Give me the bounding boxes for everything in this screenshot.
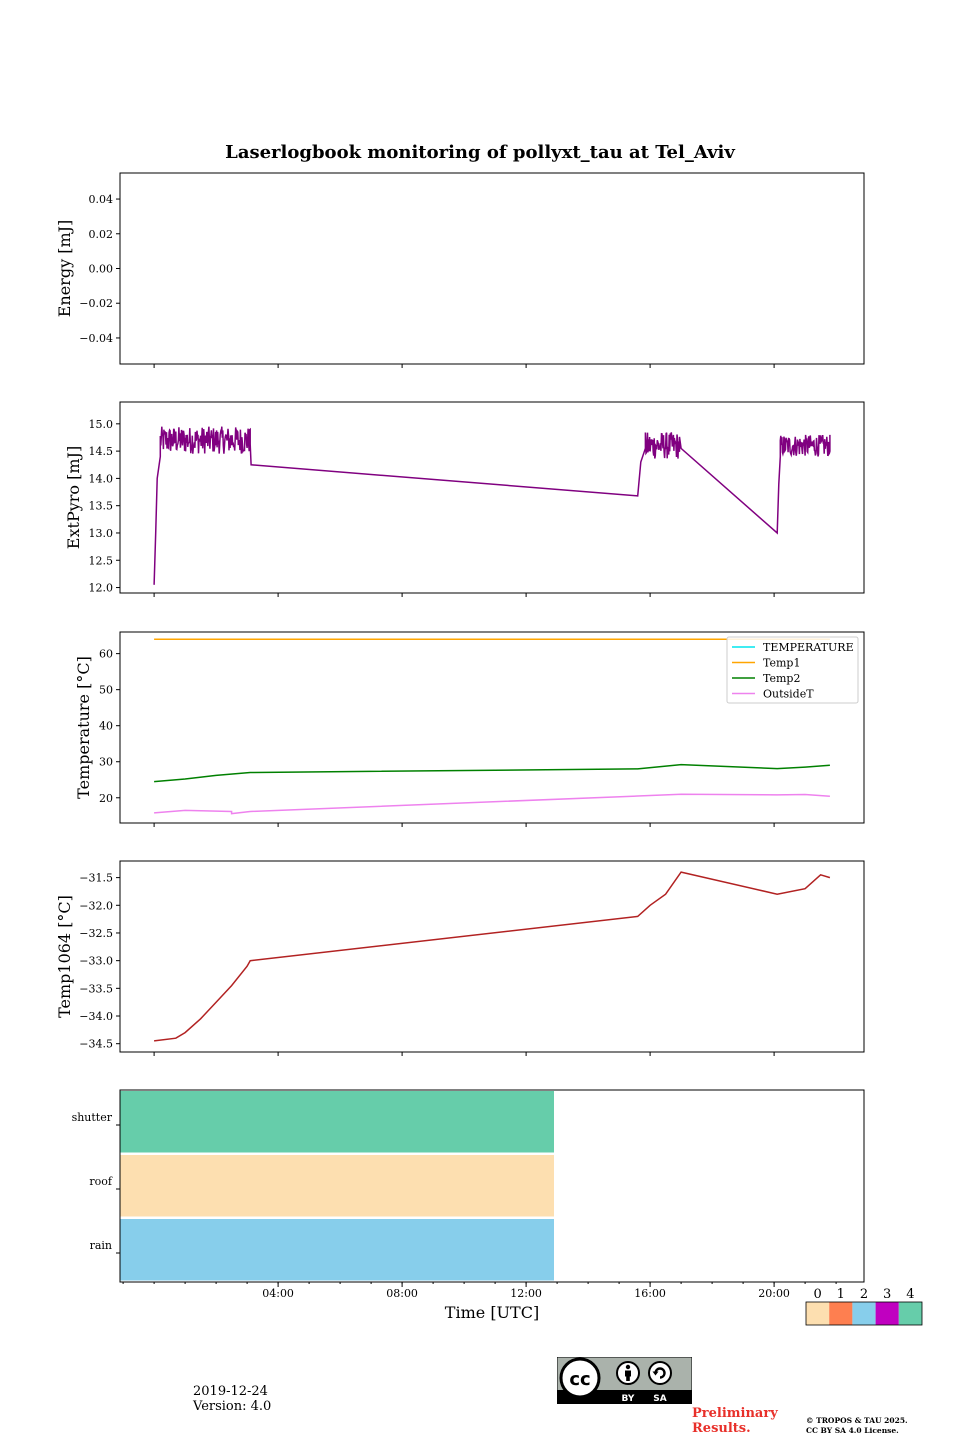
colorbar-swatch-4 (898, 1302, 922, 1325)
ytick-label: −34.5 (79, 1038, 113, 1051)
ytick-label: −33.5 (79, 982, 113, 995)
ytick-label: 12.0 (89, 582, 114, 595)
ytick-label: 0.04 (89, 193, 114, 206)
xtick-label: 16:00 (634, 1287, 666, 1300)
ytick-label: −34.0 (79, 1010, 113, 1023)
ytick-label: 60 (99, 648, 113, 661)
legend-label: Temp1 (763, 657, 800, 670)
ytick-label: 14.5 (89, 445, 114, 458)
panel-4: −34.5 −34.0 −33.5 −33.0 −32.5 −32.0 −31.5 Temp1… (55, 860, 865, 1056)
y-axis-label: Energy [mJ] (55, 220, 74, 318)
series-line-1 (153, 426, 831, 585)
figure-title: Laserlogbook monitoring of pollyxt_tau a… (225, 142, 735, 163)
legend-label: TEMPERATURE (763, 641, 854, 654)
by-person-icon (616, 1361, 640, 1385)
legend-label: Temp2 (763, 672, 800, 685)
ytick-label: 0.02 (89, 228, 114, 241)
ytick-label: −0.02 (79, 297, 113, 310)
sa-label: SA (653, 1394, 666, 1404)
ytick-label: 12.5 (89, 554, 114, 567)
copyright-line-2: CC BY SA 4.0 License. (806, 1426, 899, 1435)
ytick-label: 20 (99, 792, 113, 805)
legend: TEMPERATURE Temp1 Temp2 OutsideT (726, 636, 859, 704)
series-line-temp2 (154, 763, 830, 783)
legend-box (726, 636, 859, 704)
ytick-label: 13.5 (89, 500, 114, 513)
row-label-shutter: shutter (72, 1111, 113, 1124)
x-axis-label: Time [UTC] (445, 1303, 539, 1322)
ytick-label: −31.5 (79, 872, 113, 885)
svg-text:cc: cc (569, 1369, 590, 1390)
ytick-label: −32.5 (79, 927, 113, 940)
preliminary-line-2: Results. (692, 1421, 751, 1436)
preliminary-line-1: Preliminary (692, 1406, 778, 1421)
panel-1: 0.04 0.02 0.00 −0.02 −0.04 Energy [mJ] (55, 172, 865, 368)
status-cell-rain (120, 1219, 554, 1281)
cc-icon: cc (559, 1357, 601, 1399)
row-label-roof: roof (89, 1175, 113, 1188)
copyright-line-1: © TROPOS & TAU 2025. (806, 1416, 908, 1425)
ytick-label: 40 (99, 720, 113, 733)
colorbar-label-3: 3 (883, 1287, 891, 1302)
series-line-1 (154, 871, 831, 1042)
y-axis-label: Temperature [°C] (74, 656, 93, 799)
by-label: BY (622, 1394, 635, 1404)
colorbar-swatch-1 (829, 1302, 853, 1325)
preliminary-results-note: Preliminary Results. (692, 1406, 778, 1436)
colorbar-swatch-3 (875, 1302, 899, 1325)
colorbar-label-4: 4 (906, 1287, 914, 1302)
colorbar-label-0: 0 (813, 1287, 821, 1302)
y-axis-label: Temp1064 [°C] (55, 895, 74, 1018)
xtick-label: 20:00 (758, 1287, 790, 1300)
colorbar-frame (805, 1301, 923, 1326)
status-cell-roof (120, 1155, 554, 1217)
plot-frame (119, 401, 865, 594)
plot-frame (119, 631, 865, 824)
legend-label: OutsideT (763, 688, 814, 701)
y-axis-label: ExtPyro [mJ] (64, 446, 83, 549)
panel-3: 20 30 40 50 60 Temperature [°C] TEMPERATURE Tem… (74, 631, 865, 827)
plot-frame (119, 860, 865, 1053)
colorbar-swatch-2 (852, 1302, 876, 1325)
ytick-label: −33.0 (79, 955, 113, 968)
ytick-label: −0.04 (79, 332, 113, 345)
ytick-label: 14.0 (89, 472, 114, 485)
ytick-label: 30 (99, 756, 113, 769)
ytick-label: 0.00 (89, 263, 114, 276)
xtick-label: 04:00 (262, 1287, 294, 1300)
colorbar-label-1: 1 (837, 1287, 845, 1302)
ytick-label: 15.0 (89, 418, 114, 431)
cc-by-sa-badge: cc BY SA (557, 1357, 692, 1404)
date-label: 2019-12-24 (193, 1384, 268, 1399)
panel-2: 12.0 12.5 13.0 13.5 14.0 14.5 15.0 ExtPyro [mJ] (64, 401, 865, 597)
xtick-label: 08:00 (386, 1287, 418, 1300)
xtick-label: 12:00 (510, 1287, 542, 1300)
colorbar-swatch-0 (806, 1302, 830, 1325)
ytick-label: 13.0 (89, 527, 114, 540)
sa-recycle-icon (648, 1361, 672, 1385)
row-label-rain: rain (90, 1239, 112, 1252)
copyright-note: © TROPOS & TAU 2025. CC BY SA 4.0 Licens… (806, 1416, 908, 1436)
series-line-outsidet (154, 793, 830, 815)
colorbar-label-2: 2 (860, 1287, 868, 1302)
version-label: Version: 4.0 (193, 1399, 272, 1414)
panel-5: shutter roof rain 04:00 08:00 12:00 16:00 20:00… (72, 1089, 865, 1322)
ytick-label: 50 (99, 684, 113, 697)
status-cell-shutter (120, 1091, 554, 1153)
ytick-label: −32.0 (79, 899, 113, 912)
plot-frame (119, 1089, 865, 1283)
plot-frame (119, 172, 865, 365)
